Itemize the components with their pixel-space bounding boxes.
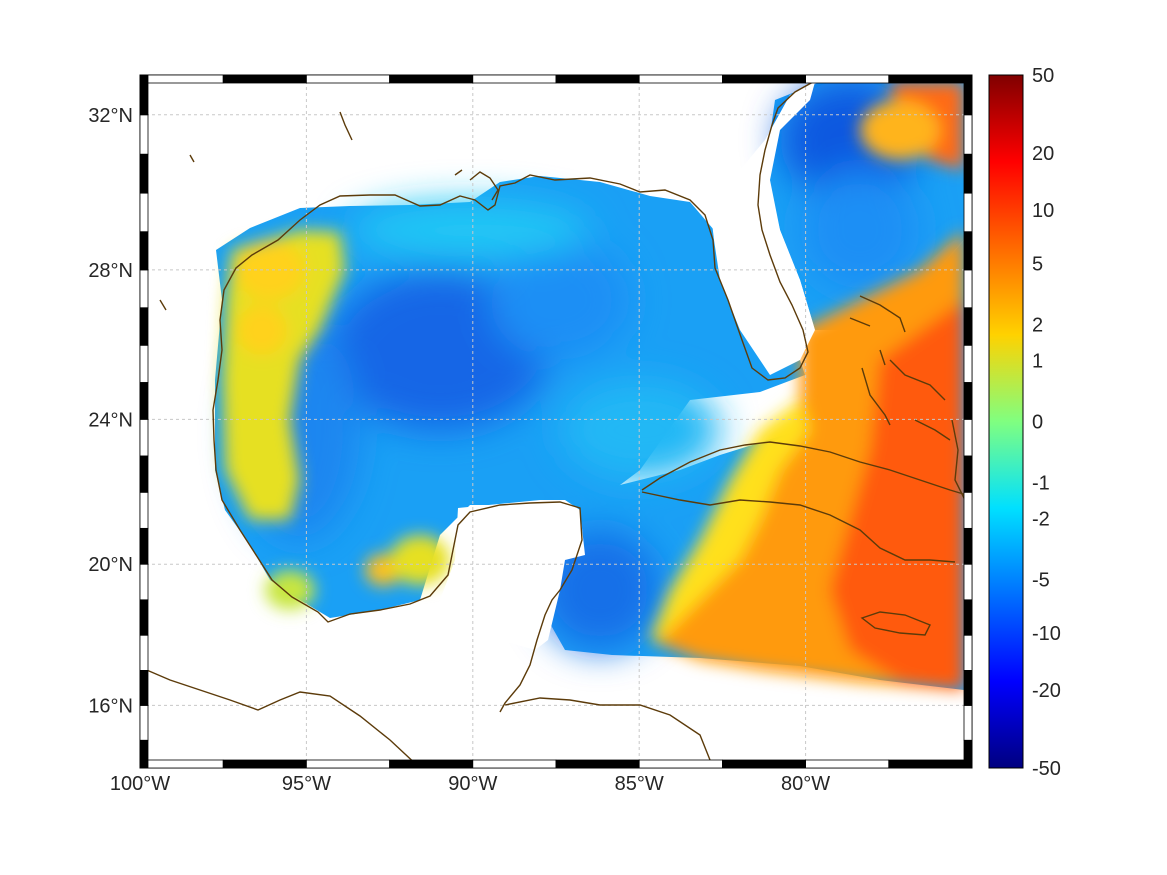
data-field (215, 80, 964, 690)
colorbar-tick-label: -1 (1032, 473, 1050, 495)
lat-tick-label: 24°N (88, 409, 133, 431)
frame-segment-right (963, 307, 973, 346)
cuba-coastline (641, 441, 971, 563)
graticule (140, 75, 972, 768)
colorbar-tick-label: -2 (1032, 508, 1050, 530)
frame-segment-right (963, 599, 973, 636)
frame-segment-top (805, 74, 890, 84)
frame-segment-right (963, 455, 973, 493)
frame-segment-left (139, 344, 149, 383)
lat-tick-labels: 32°N 28°N 24°N 20°N 16°N (88, 105, 133, 718)
colorbar-tick-label: 5 (1032, 254, 1043, 276)
frame-segment-bottom (805, 759, 890, 769)
hispaniola-coastline (951, 419, 966, 501)
lon-tick-label: 80°W (781, 773, 830, 795)
frame-segment-right (963, 705, 973, 741)
frame-segment-left (139, 74, 149, 116)
honduras-coastline (504, 697, 711, 761)
frame-segment-left (139, 491, 149, 529)
lon-tick-label: 90°W (448, 773, 497, 795)
frame-segment-top (139, 74, 224, 84)
colorbar-tick-label: 20 (1032, 143, 1054, 165)
frame-segment-left (139, 670, 149, 706)
frame-segment-right (963, 153, 973, 194)
frame-segment-top (389, 74, 474, 84)
frame-segment-right (963, 114, 973, 155)
colorbar-gradient (988, 74, 1024, 769)
coastlines (130, 77, 971, 768)
frame-segment-left (139, 705, 149, 741)
frame-segment-top (472, 74, 557, 84)
frame-segment-left (139, 231, 149, 271)
lon-tick-label: 95°W (282, 773, 331, 795)
map-frame (139, 74, 973, 769)
frame-segment-left (139, 418, 149, 457)
frame-segment-right (963, 344, 973, 383)
frame-segment-bottom (305, 759, 390, 769)
lon-tick-label: 100°W (110, 773, 170, 795)
colorbar-tick-label: 10 (1032, 200, 1054, 222)
frame-segment-bottom (222, 759, 307, 769)
lat-tick-label: 32°N (88, 105, 133, 127)
frame-segment-top (555, 74, 640, 84)
central-america-coastline (141, 667, 421, 768)
frame-segment-left (139, 192, 149, 233)
frame-segment-top (722, 74, 807, 84)
us-gulf-coastline (212, 77, 821, 713)
frame-segment-left (139, 599, 149, 636)
frame-segment-bottom (389, 759, 474, 769)
frame-segment-left (139, 307, 149, 346)
frame-segment-top (638, 74, 723, 84)
frame-segment-left (139, 739, 149, 769)
colorbar-tick-label: -20 (1032, 680, 1061, 702)
colorbar-tick-label: 0 (1032, 412, 1043, 434)
frame-segment-bottom (722, 759, 807, 769)
frame-segment-right (963, 739, 973, 769)
colorbar-tick-label: -5 (1032, 569, 1050, 591)
frame-segment-right (963, 634, 973, 671)
frame-segment-left (139, 114, 149, 155)
frame-segment-right (963, 269, 973, 309)
frame-segment-right (963, 231, 973, 271)
frame-segment-right (963, 382, 973, 420)
frame-segment-top (888, 74, 973, 84)
lon-tick-label: 85°W (615, 773, 664, 795)
frame-segment-top (305, 74, 390, 84)
frame-segment-bottom (472, 759, 557, 769)
colorbar-tick-label: -50 (1032, 758, 1061, 780)
frame-segment-right (963, 74, 973, 116)
lon-tick-labels: 100°W 95°W 90°W 85°W 80°W (110, 773, 830, 795)
jamaica-coastline (860, 611, 931, 636)
colorbar-tick-label: 50 (1032, 65, 1054, 87)
frame-segment-bottom (555, 759, 640, 769)
frame-segment-left (139, 269, 149, 309)
frame-segment-left (139, 634, 149, 671)
frame-segment-left (139, 382, 149, 420)
colorbar-tick-label: 1 (1032, 350, 1043, 372)
frame-segment-right (963, 192, 973, 233)
frame-segment-bottom (139, 759, 224, 769)
frame-segment-bottom (638, 759, 723, 769)
frame-segment-right (963, 418, 973, 457)
colorbar-tick-label: -10 (1032, 623, 1061, 645)
frame-segment-right (963, 527, 973, 565)
frame-segment-left (139, 563, 149, 601)
frame-segment-right (963, 670, 973, 706)
lat-tick-label: 20°N (88, 554, 133, 576)
lat-tick-label: 16°N (88, 695, 133, 717)
frame-segment-top (222, 74, 307, 84)
colorbar-tick-label: 2 (1032, 315, 1043, 337)
frame-segment-bottom (888, 759, 973, 769)
frame-segment-left (139, 527, 149, 565)
bahamas-coastline (849, 295, 951, 441)
lat-tick-label: 28°N (88, 260, 133, 282)
frame-segment-left (139, 455, 149, 493)
frame-segment-right (963, 491, 973, 529)
frame-segment-left (139, 153, 149, 194)
frame-segment-right (963, 563, 973, 601)
